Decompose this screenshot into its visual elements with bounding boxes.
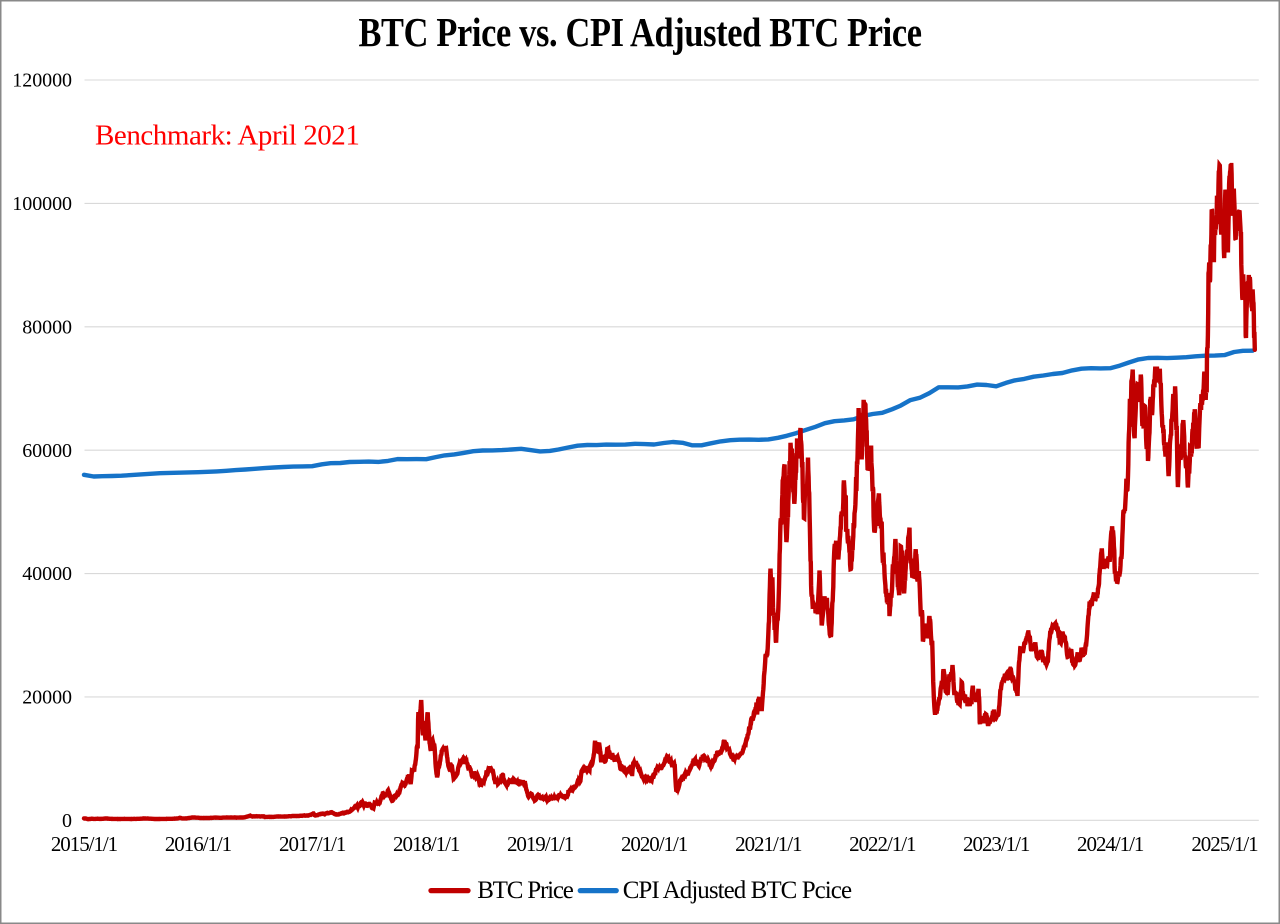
svg-text:2025/1/1: 2025/1/1	[1191, 832, 1258, 856]
svg-text:2015/1/1: 2015/1/1	[51, 832, 118, 856]
svg-text:Benchmark: April 2021: Benchmark: April 2021	[95, 119, 359, 151]
svg-text:40000: 40000	[22, 563, 72, 585]
svg-text:2024/1/1: 2024/1/1	[1077, 832, 1144, 856]
svg-text:2023/1/1: 2023/1/1	[963, 832, 1030, 856]
svg-text:2021/1/1: 2021/1/1	[735, 832, 802, 856]
svg-text:100000: 100000	[12, 193, 72, 215]
svg-text:2019/1/1: 2019/1/1	[507, 832, 574, 856]
svg-text:80000: 80000	[22, 316, 72, 338]
svg-text:BTC Price: BTC Price	[477, 877, 574, 904]
svg-text:2020/1/1: 2020/1/1	[621, 832, 688, 856]
svg-text:2016/1/1: 2016/1/1	[165, 832, 232, 856]
svg-text:BTC Price vs. CPI Adjusted BTC: BTC Price vs. CPI Adjusted BTC Price	[358, 10, 921, 56]
svg-text:120000: 120000	[12, 70, 72, 92]
svg-text:CPI Adjusted BTC Pcice: CPI Adjusted BTC Pcice	[623, 877, 852, 904]
svg-text:0: 0	[62, 810, 72, 832]
svg-text:2022/1/1: 2022/1/1	[849, 832, 916, 856]
svg-text:20000: 20000	[22, 687, 72, 709]
svg-text:60000: 60000	[22, 440, 72, 462]
svg-text:2018/1/1: 2018/1/1	[393, 832, 460, 856]
svg-text:2017/1/1: 2017/1/1	[279, 832, 346, 856]
